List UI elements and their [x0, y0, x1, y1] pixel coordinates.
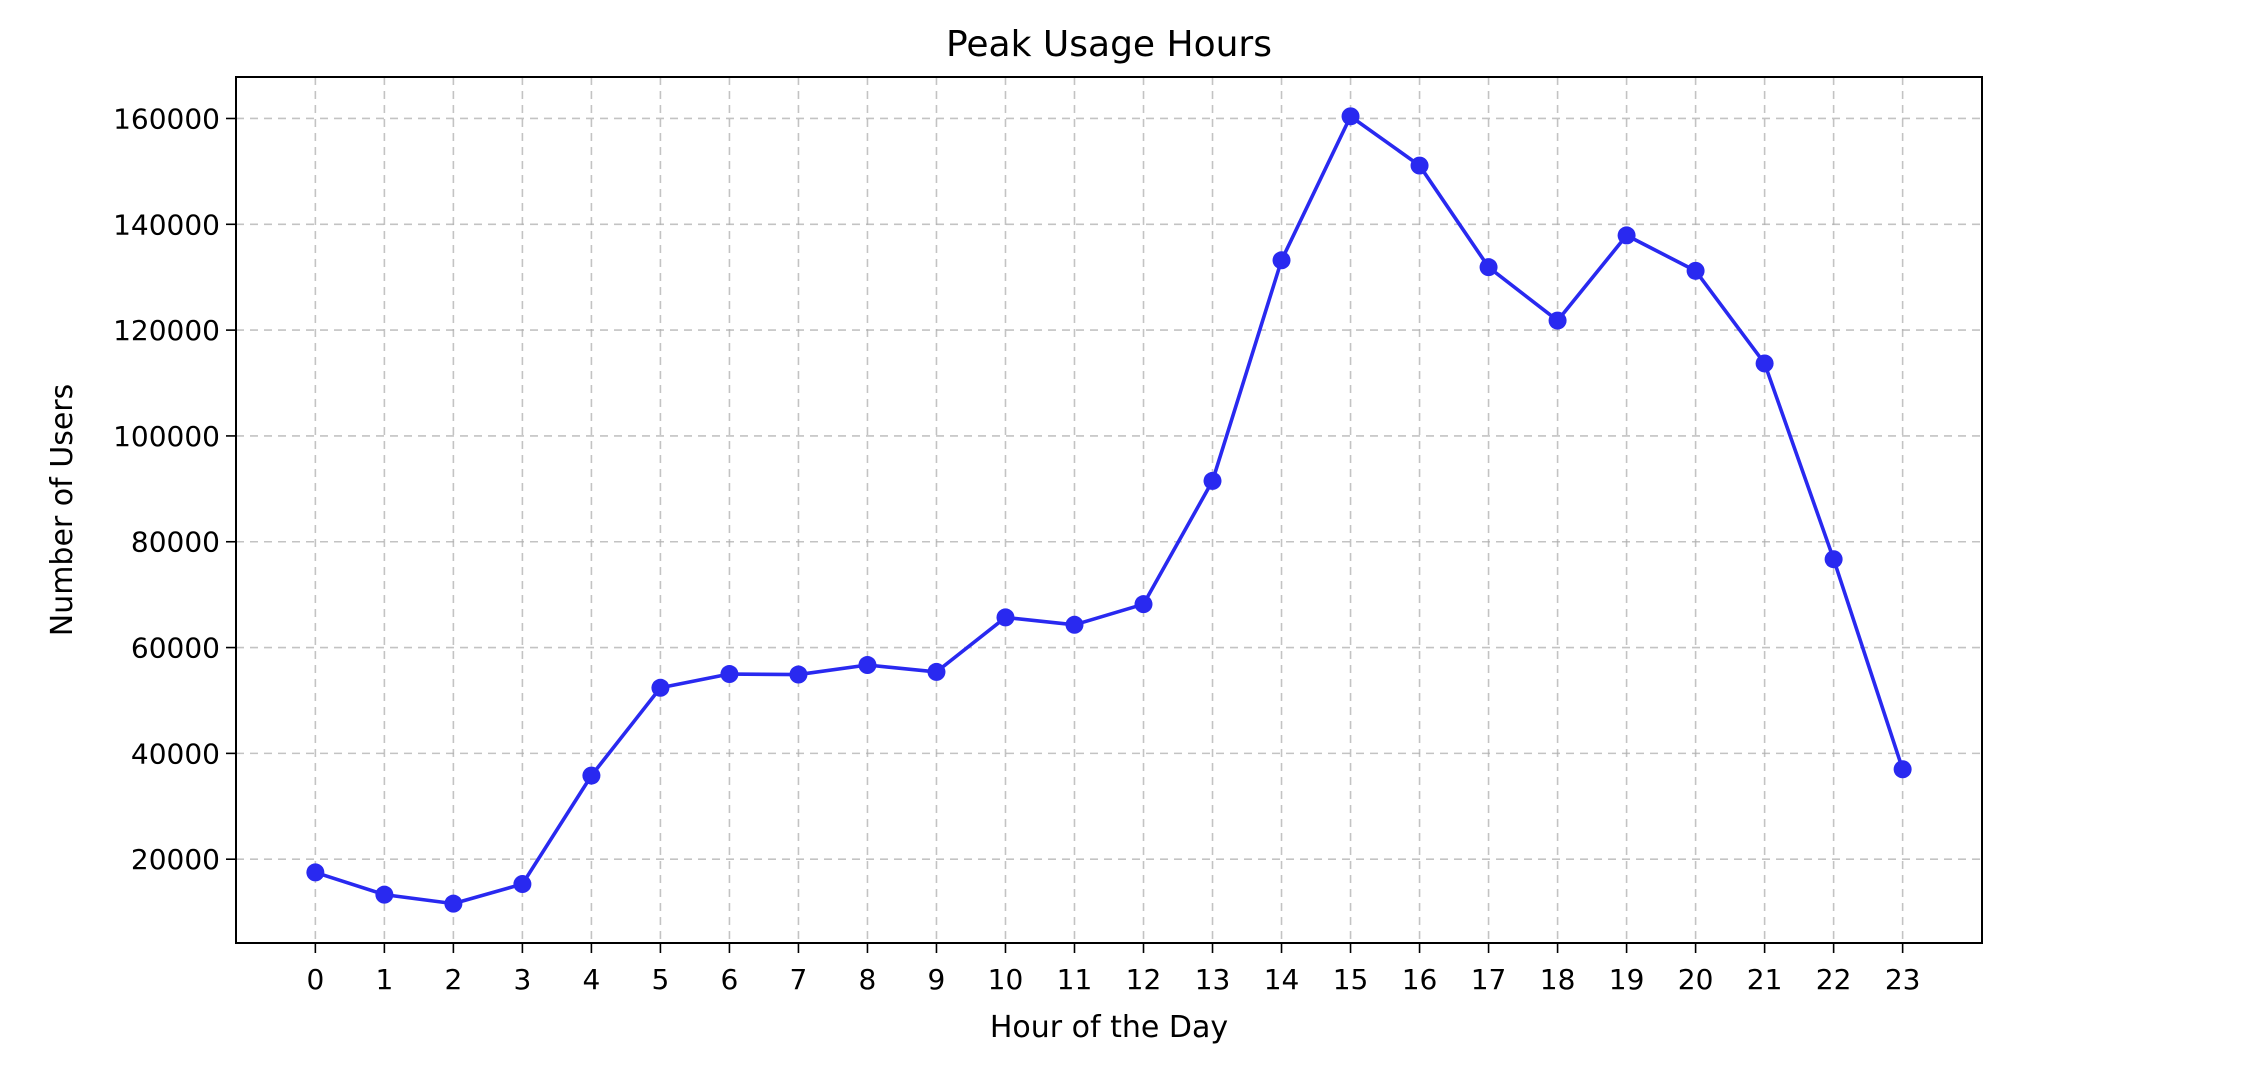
x-tick-label: 11	[1057, 963, 1093, 996]
y-axis-label: Number of Users	[45, 384, 80, 637]
y-axis-ticks: 20000 40000 60000 80000 100000 120000 140000 16…	[113, 102, 236, 876]
x-tick-label: 8	[859, 963, 877, 996]
x-tick-label: 10	[988, 963, 1024, 996]
x-axis-ticks: 0 1 2 3 4 5 6 7 8 9 10 11 12 13 14 15 16 17 18 19 20 21 22 23	[306, 943, 1920, 996]
x-tick-label: 6	[721, 963, 739, 996]
data-point	[789, 665, 808, 684]
series-layer	[306, 107, 1912, 913]
x-tick-label: 12	[1126, 963, 1162, 996]
x-tick-label: 9	[928, 963, 946, 996]
x-tick-label: 17	[1471, 963, 1507, 996]
plot-area-frame	[235, 76, 1983, 944]
data-point	[858, 656, 877, 675]
x-tick-label: 19	[1609, 963, 1645, 996]
data-point	[1548, 311, 1567, 330]
data-point	[927, 662, 946, 681]
data-point	[1134, 595, 1153, 614]
x-tick-label: 4	[582, 963, 600, 996]
data-point	[306, 863, 325, 882]
x-tick-label: 18	[1540, 963, 1576, 996]
x-tick-label: 1	[375, 963, 393, 996]
x-tick-label: 13	[1195, 963, 1231, 996]
y-tick-label: 60000	[131, 632, 220, 665]
y-tick-label: 140000	[113, 208, 220, 241]
data-point	[1755, 354, 1774, 373]
data-point	[1272, 251, 1291, 270]
data-point	[1410, 156, 1429, 175]
data-point	[1203, 471, 1222, 490]
data-point	[1686, 261, 1705, 280]
x-tick-label: 3	[513, 963, 531, 996]
data-point	[651, 678, 670, 697]
data-point	[1065, 615, 1084, 634]
y-tick-label: 40000	[131, 737, 220, 770]
data-point	[1893, 760, 1912, 779]
series-line	[314, 114, 1905, 906]
x-tick-label: 0	[306, 963, 324, 996]
x-tick-label: 14	[1264, 963, 1300, 996]
y-tick-label: 80000	[131, 526, 220, 559]
x-tick-label: 20	[1678, 963, 1714, 996]
data-point	[513, 875, 532, 894]
x-tick-label: 2	[444, 963, 462, 996]
x-tick-label: 15	[1333, 963, 1369, 996]
data-point	[1479, 258, 1498, 277]
y-tick-label: 160000	[113, 102, 220, 135]
x-tick-label: 22	[1816, 963, 1852, 996]
x-tick-label: 5	[652, 963, 670, 996]
data-point	[1341, 107, 1360, 126]
data-point	[1617, 226, 1636, 245]
x-tick-label: 7	[790, 963, 808, 996]
data-point	[996, 608, 1015, 627]
data-point	[444, 894, 463, 913]
data-point	[720, 665, 739, 684]
x-tick-label: 16	[1402, 963, 1438, 996]
y-tick-label: 20000	[131, 843, 220, 876]
y-tick-label: 100000	[113, 420, 220, 453]
data-point	[582, 766, 601, 785]
x-tick-label: 23	[1885, 963, 1921, 996]
data-point	[375, 885, 394, 904]
data-point	[1824, 550, 1843, 569]
grid	[236, 77, 1982, 943]
x-tick-label: 21	[1747, 963, 1783, 996]
x-axis-label: Hour of the Day	[990, 1010, 1228, 1045]
y-tick-label: 120000	[113, 314, 220, 347]
chart-title: Peak Usage Hours	[946, 24, 1272, 65]
